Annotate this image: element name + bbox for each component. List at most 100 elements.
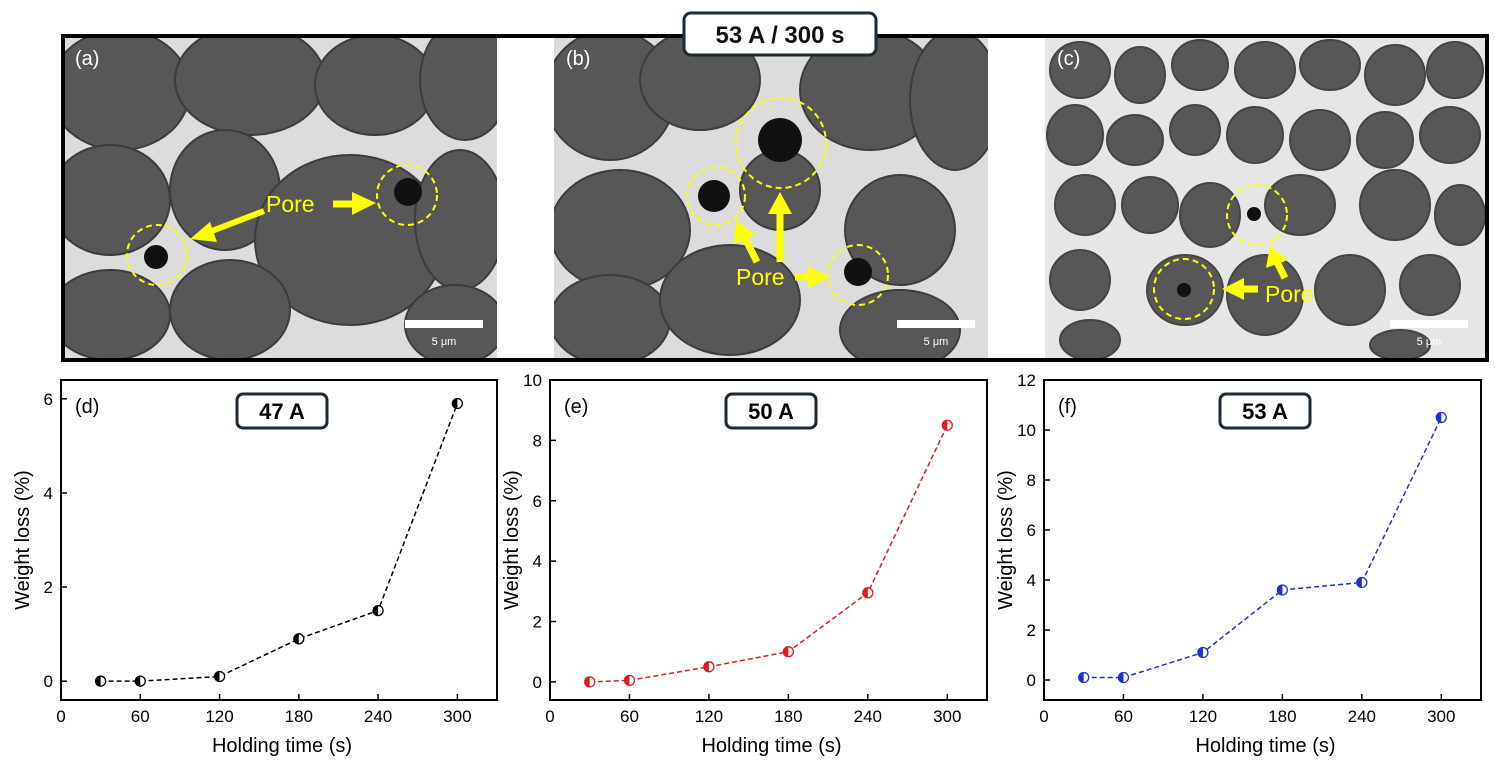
y-tick-label: 4 <box>44 484 53 503</box>
x-tick-label: 60 <box>131 707 150 726</box>
y-tick-label: 8 <box>533 431 542 450</box>
chart-title: 53 A <box>1242 399 1288 424</box>
pore-circle <box>735 97 827 189</box>
data-point <box>584 676 596 688</box>
y-tick-label: 6 <box>1027 521 1036 540</box>
sem-gap-2 <box>988 38 1045 358</box>
data-point <box>94 675 107 687</box>
x-tick-label: 240 <box>1348 707 1376 726</box>
data-point <box>703 661 715 673</box>
panel-label-a: (a) <box>75 48 99 70</box>
x-tick-label: 120 <box>1189 707 1217 726</box>
title-badge <box>235 392 329 430</box>
pore-circle <box>126 224 188 286</box>
pore-circle <box>686 166 746 226</box>
y-tick-label: 8 <box>1027 471 1036 490</box>
sem-panel-b: Pore (b) 5 μm <box>554 38 988 358</box>
data-point-fill <box>1436 412 1442 423</box>
y-axis-label: Weight loss (%) <box>501 470 523 610</box>
x-tick-label: 120 <box>695 707 723 726</box>
data-point-fill <box>293 633 299 644</box>
data-point <box>213 670 226 683</box>
data-point-fill <box>452 398 458 409</box>
arrow-shaft <box>1273 260 1289 280</box>
sem-gap-1 <box>497 38 554 358</box>
x-tick-label: 180 <box>1268 707 1296 726</box>
x-axis-label: Holding time (s) <box>701 735 841 757</box>
series-line <box>589 424 948 683</box>
scale-bar-label: 5 μm <box>924 336 949 348</box>
pore-label: Pore <box>266 191 315 217</box>
data-point <box>941 419 953 431</box>
arrowhead <box>808 266 830 288</box>
plot-frame <box>60 379 498 701</box>
scale-bar <box>405 320 483 328</box>
sem-row: Pore (a) 5 μm <box>61 11 1489 362</box>
pore-circle <box>376 164 438 226</box>
x-tick-label: 300 <box>933 707 961 726</box>
header-badge: 53 A / 300 s <box>682 11 878 57</box>
chart-f: 0 60 120 180 240 300 0 2 4 6 8 10 12 Holding time (s)… <box>995 371 1482 757</box>
title-badge <box>1218 392 1312 430</box>
data-point <box>134 675 146 687</box>
y-tick-label: 2 <box>1027 621 1036 640</box>
arrowhead <box>352 192 376 215</box>
x-tick-label: 0 <box>1039 707 1048 726</box>
x-axis-label: Holding time (s) <box>1195 735 1335 757</box>
data-point <box>293 633 305 645</box>
scale-bar <box>1390 320 1468 328</box>
y-tick-label: 6 <box>533 492 542 511</box>
scale-bar-label: 5 μm <box>1417 336 1442 348</box>
pore-label: Pore <box>736 264 785 290</box>
panel-label-b: (b) <box>566 48 590 70</box>
title-badge <box>724 392 818 430</box>
panel-label: (d) <box>75 396 99 418</box>
y-tick-label: 0 <box>1027 671 1036 690</box>
panel-label: (e) <box>564 396 588 418</box>
data-point-fill <box>1118 672 1124 683</box>
arrowhead <box>1222 278 1244 300</box>
data-point <box>1117 671 1130 684</box>
y-tick-label: 12 <box>1017 371 1036 390</box>
arrowhead <box>190 222 217 242</box>
data-point-fill <box>1277 585 1283 595</box>
x-tick-label: 240 <box>854 707 882 726</box>
plot-frame <box>549 379 988 701</box>
pore-circle <box>1153 258 1215 320</box>
data-point-fill <box>624 675 630 686</box>
header-title: 53 A / 300 s <box>716 22 845 49</box>
data-point-fill <box>214 671 220 682</box>
pore-circle <box>827 244 889 306</box>
panel-label: (f) <box>1058 396 1077 418</box>
header-badge-box <box>682 11 878 57</box>
x-tick-label: 120 <box>205 707 233 726</box>
data-point <box>1078 671 1090 684</box>
data-point <box>1276 584 1289 596</box>
plot-frame <box>1043 379 1482 701</box>
data-point-fill <box>1356 577 1362 588</box>
x-tick-label: 180 <box>774 707 802 726</box>
arrowhead <box>734 220 755 244</box>
pore-hole <box>698 180 730 212</box>
data-point-fill <box>862 587 868 598</box>
chart-title: 50 A <box>748 399 794 424</box>
chart-d: 0 60 120 180 240 300 0 2 4 6 Holding time (s) Weigh… <box>12 379 498 757</box>
pore-hole <box>758 118 802 162</box>
data-point-fill <box>703 661 709 672</box>
arrowhead <box>768 192 792 214</box>
arrowhead <box>1266 246 1288 268</box>
data-point <box>1356 576 1368 589</box>
pore-hole <box>144 245 168 269</box>
data-point <box>451 397 464 410</box>
sem-panel-a-grains <box>65 38 497 358</box>
x-tick-label: 300 <box>443 707 471 726</box>
data-point <box>623 674 636 687</box>
chart-title: 47 A <box>259 399 305 424</box>
x-tick-label: 60 <box>1114 707 1133 726</box>
pore-hole <box>1177 283 1191 297</box>
data-point <box>862 587 874 599</box>
x-tick-label: 180 <box>285 707 313 726</box>
data-point-fill <box>135 676 141 687</box>
data-point <box>1435 411 1447 424</box>
data-point-fill <box>95 676 101 687</box>
